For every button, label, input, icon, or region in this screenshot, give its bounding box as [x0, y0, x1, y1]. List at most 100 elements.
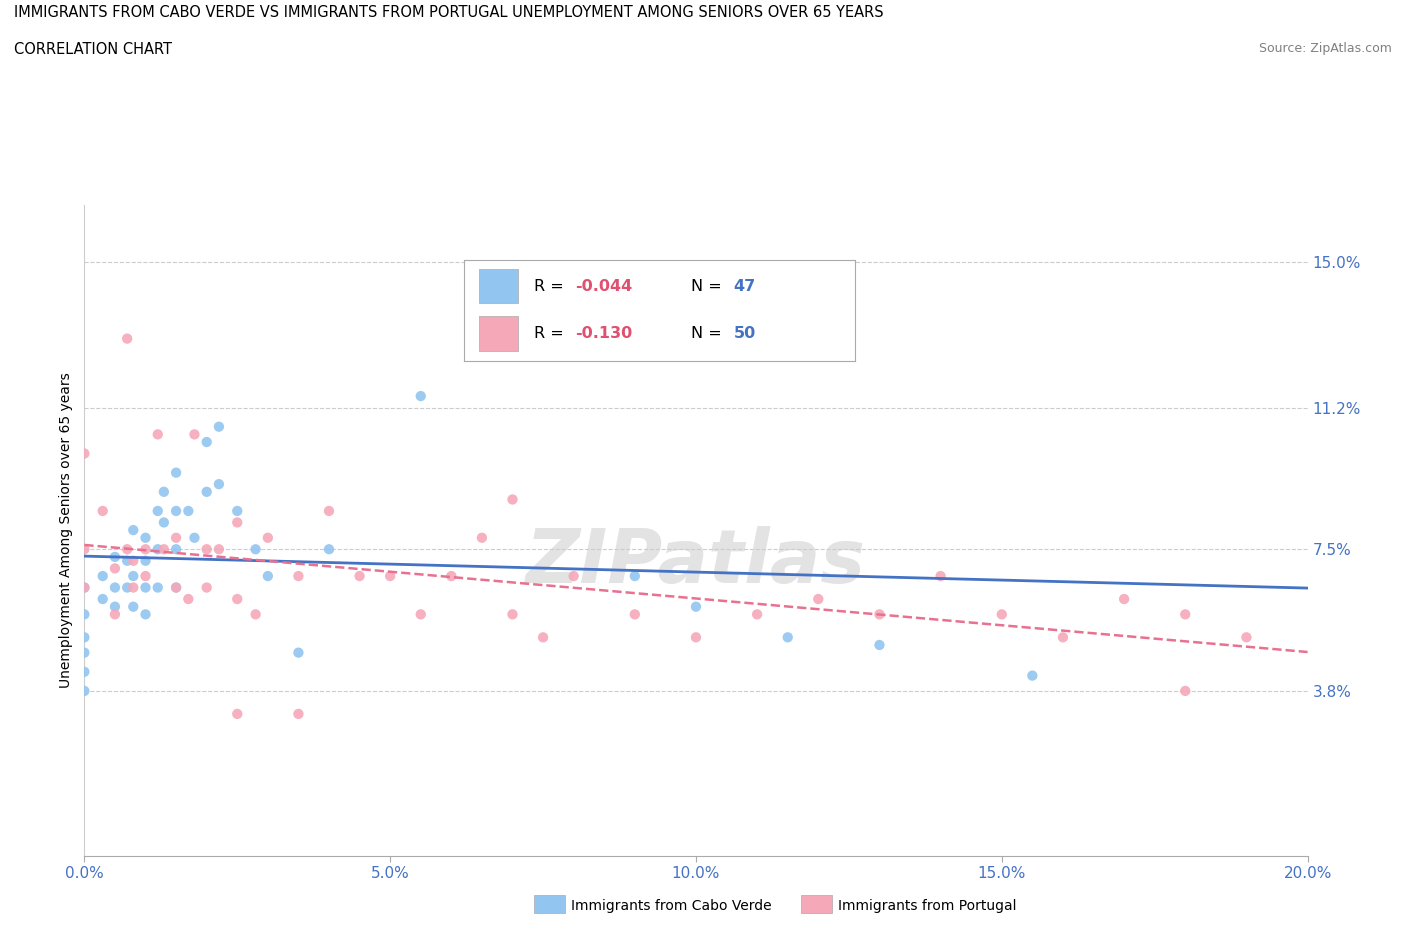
- Text: Immigrants from Portugal: Immigrants from Portugal: [838, 898, 1017, 913]
- Text: 47: 47: [734, 279, 756, 294]
- Point: [153, 542, 176, 557]
- Point: [146, 503, 169, 518]
- Point: [287, 645, 309, 660]
- Point: [122, 599, 145, 614]
- Text: ZIPatlas: ZIPatlas: [526, 526, 866, 599]
- Point: [869, 638, 891, 653]
- Point: [165, 580, 187, 595]
- Text: -0.130: -0.130: [575, 326, 633, 341]
- Point: [195, 542, 218, 557]
- Point: [257, 530, 280, 545]
- Point: [104, 599, 127, 614]
- Point: [226, 707, 249, 722]
- Point: [177, 591, 200, 606]
- Point: [195, 485, 218, 499]
- Point: [245, 542, 267, 557]
- Text: N =: N =: [690, 279, 727, 294]
- Point: [183, 427, 205, 442]
- Point: [1114, 591, 1136, 606]
- Text: Source: ZipAtlas.com: Source: ZipAtlas.com: [1258, 42, 1392, 55]
- Point: [135, 607, 157, 622]
- Point: [122, 553, 145, 568]
- Point: [245, 607, 267, 622]
- Y-axis label: Unemployment Among Seniors over 65 years: Unemployment Among Seniors over 65 years: [59, 372, 73, 688]
- Point: [929, 568, 952, 583]
- Point: [380, 568, 402, 583]
- Text: 50: 50: [734, 326, 756, 341]
- Point: [624, 607, 647, 622]
- Point: [1236, 630, 1258, 644]
- Point: [1021, 668, 1043, 683]
- Text: Immigrants from Cabo Verde: Immigrants from Cabo Verde: [571, 898, 772, 913]
- Point: [257, 568, 280, 583]
- Point: [502, 331, 524, 346]
- Point: [146, 542, 169, 557]
- Point: [91, 568, 114, 583]
- Point: [624, 568, 647, 583]
- Point: [807, 591, 830, 606]
- Point: [104, 607, 127, 622]
- Point: [104, 580, 127, 595]
- Text: CORRELATION CHART: CORRELATION CHART: [14, 42, 172, 57]
- Point: [226, 515, 249, 530]
- Point: [776, 630, 799, 644]
- Point: [183, 530, 205, 545]
- Point: [165, 530, 187, 545]
- Point: [287, 707, 309, 722]
- Point: [122, 580, 145, 595]
- Point: [115, 542, 138, 557]
- Point: [73, 542, 96, 557]
- Point: [73, 580, 96, 595]
- Point: [747, 607, 769, 622]
- Point: [73, 684, 96, 698]
- Point: [195, 434, 218, 449]
- Point: [73, 607, 96, 622]
- Point: [115, 580, 138, 595]
- Point: [135, 542, 157, 557]
- Point: [195, 580, 218, 595]
- Point: [471, 530, 494, 545]
- Text: N =: N =: [690, 326, 727, 341]
- Text: R =: R =: [534, 326, 569, 341]
- Point: [409, 389, 432, 404]
- Point: [502, 492, 524, 507]
- Point: [91, 503, 114, 518]
- Text: R =: R =: [534, 279, 569, 294]
- Point: [226, 591, 249, 606]
- Point: [165, 580, 187, 595]
- Point: [991, 607, 1014, 622]
- Point: [869, 607, 891, 622]
- Point: [104, 550, 127, 565]
- Point: [208, 477, 231, 492]
- Point: [165, 503, 187, 518]
- Text: IMMIGRANTS FROM CABO VERDE VS IMMIGRANTS FROM PORTUGAL UNEMPLOYMENT AMONG SENIOR: IMMIGRANTS FROM CABO VERDE VS IMMIGRANTS…: [14, 5, 884, 20]
- Bar: [479, 316, 519, 351]
- Point: [287, 568, 309, 583]
- Point: [73, 446, 96, 461]
- Point: [685, 630, 707, 644]
- Point: [135, 553, 157, 568]
- Bar: [479, 269, 519, 303]
- Point: [208, 419, 231, 434]
- Point: [318, 503, 340, 518]
- Point: [115, 553, 138, 568]
- Point: [177, 503, 200, 518]
- Point: [104, 561, 127, 576]
- Point: [122, 568, 145, 583]
- Point: [165, 465, 187, 480]
- Point: [1174, 684, 1197, 698]
- Point: [73, 645, 96, 660]
- Point: [146, 427, 169, 442]
- Point: [685, 599, 707, 614]
- Point: [153, 485, 176, 499]
- Point: [562, 568, 585, 583]
- Point: [73, 580, 96, 595]
- Point: [409, 607, 432, 622]
- Text: -0.044: -0.044: [575, 279, 633, 294]
- Point: [73, 664, 96, 679]
- Point: [318, 542, 340, 557]
- Point: [1174, 607, 1197, 622]
- Point: [165, 542, 187, 557]
- Point: [135, 568, 157, 583]
- Point: [73, 630, 96, 644]
